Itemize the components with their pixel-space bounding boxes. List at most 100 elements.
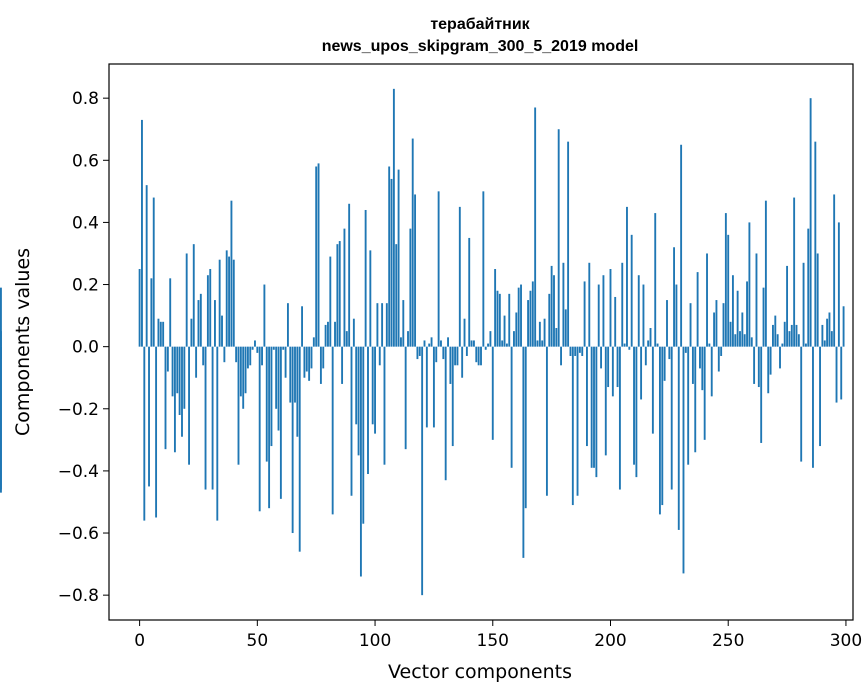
bar xyxy=(727,234,730,347)
bar xyxy=(282,346,285,350)
bar xyxy=(197,300,200,347)
bar xyxy=(327,321,329,347)
bar xyxy=(576,346,579,496)
bar xyxy=(828,312,831,347)
bar xyxy=(701,346,704,391)
bar xyxy=(414,194,417,347)
bar xyxy=(498,293,501,347)
bar xyxy=(284,346,287,378)
bar xyxy=(581,346,584,356)
bar xyxy=(242,346,245,409)
bar xyxy=(527,300,530,347)
bar xyxy=(515,312,518,347)
bar xyxy=(586,346,588,447)
bar xyxy=(0,287,2,347)
bar xyxy=(251,346,254,350)
bar xyxy=(600,346,603,369)
bar xyxy=(510,346,513,468)
bar xyxy=(538,321,541,347)
bar xyxy=(150,278,153,347)
bar xyxy=(235,346,238,363)
bar xyxy=(637,275,640,347)
bar xyxy=(588,262,591,347)
y-tick-label: 0.4 xyxy=(72,213,99,233)
bar xyxy=(826,318,829,347)
y-axis-ticks: −0.8 −0.6 −0.4 −0.2 0.0 0.2 0.4 0.6 0.8 xyxy=(58,89,109,606)
bar xyxy=(166,346,169,372)
chart-title-line2: news_upos_skipgram_300_5_2019 model xyxy=(322,38,639,55)
bar xyxy=(192,244,195,347)
bar xyxy=(833,194,836,347)
bar xyxy=(381,303,384,347)
bar xyxy=(390,178,393,347)
bar xyxy=(621,262,624,347)
bar xyxy=(0,346,2,360)
bar xyxy=(618,346,621,490)
bar xyxy=(670,346,673,490)
bar xyxy=(656,343,659,347)
bar xyxy=(623,343,626,347)
bar xyxy=(786,265,789,347)
bar xyxy=(802,262,805,347)
bar xyxy=(402,300,405,347)
bar xyxy=(630,234,633,347)
bar xyxy=(604,346,607,456)
bar xyxy=(404,346,407,450)
bar xyxy=(814,141,817,347)
bar xyxy=(489,331,492,347)
bar xyxy=(348,203,351,347)
bar xyxy=(597,284,600,347)
bar xyxy=(505,343,508,347)
bar xyxy=(254,340,256,347)
bar xyxy=(249,346,252,366)
bar xyxy=(355,346,358,425)
bar xyxy=(708,343,711,347)
bar xyxy=(760,346,763,443)
bar xyxy=(447,337,449,347)
bar xyxy=(687,346,690,465)
bar xyxy=(748,222,751,347)
x-tick-label: 250 xyxy=(712,631,744,651)
bar xyxy=(435,346,438,363)
bar xyxy=(644,346,647,366)
bar xyxy=(769,346,772,375)
bar xyxy=(569,346,572,356)
bar xyxy=(699,346,701,369)
bar xyxy=(602,275,605,347)
bar xyxy=(199,293,202,347)
bar xyxy=(442,346,445,360)
bar xyxy=(218,259,221,347)
bar xyxy=(649,328,652,347)
bar xyxy=(331,346,334,515)
bar xyxy=(710,346,713,397)
bar xyxy=(642,284,645,347)
bar xyxy=(484,346,487,350)
bar xyxy=(362,346,365,524)
bar xyxy=(188,346,190,465)
bar xyxy=(258,346,261,512)
bar xyxy=(713,312,716,347)
y-tick-label: −0.2 xyxy=(58,400,99,420)
bar xyxy=(237,346,240,465)
bar xyxy=(350,346,353,496)
chart-title: терабайтник news_upos_skipgram_300_5_201… xyxy=(322,16,639,55)
bar xyxy=(265,346,268,462)
bar xyxy=(628,346,631,350)
bar xyxy=(715,300,718,347)
bar xyxy=(312,337,315,347)
bar xyxy=(305,346,308,372)
bar xyxy=(574,346,577,356)
bar xyxy=(472,340,475,347)
bar xyxy=(454,346,457,366)
bar xyxy=(513,331,515,347)
bar xyxy=(741,312,744,347)
bar xyxy=(301,306,303,347)
bar xyxy=(277,346,280,431)
bar xyxy=(376,303,379,347)
bar xyxy=(463,318,466,347)
bar xyxy=(341,346,344,384)
bar xyxy=(795,324,798,347)
bar xyxy=(261,346,263,366)
bar xyxy=(590,346,593,468)
y-tick-label: −0.6 xyxy=(58,524,99,544)
